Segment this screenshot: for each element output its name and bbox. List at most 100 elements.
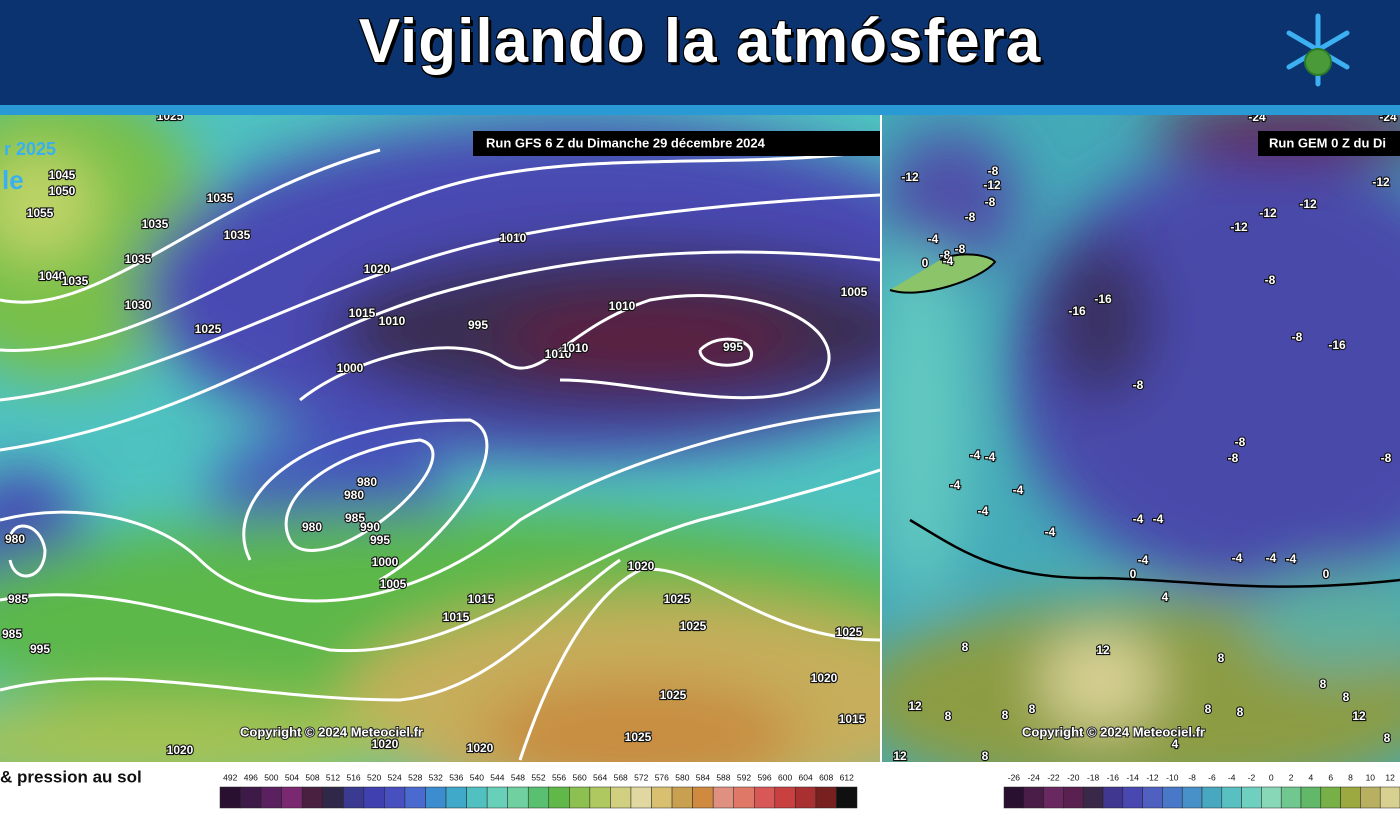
isobar-label: 1020 — [167, 743, 194, 757]
isobar-label: 1050 — [49, 184, 76, 198]
colorbar-swatch — [610, 786, 632, 809]
colorbar-tick-label: 520 — [367, 772, 381, 782]
colorbar-tick-label: 612 — [840, 772, 854, 782]
colorbar-swatch — [1221, 786, 1242, 809]
gfs-map: Run GFS 6 Z du Dimanche 29 décembre 2024… — [0, 109, 880, 762]
isobar-label: 985 — [2, 627, 22, 641]
colorbar-swatch — [836, 786, 858, 809]
temperature-label: 8 — [945, 709, 952, 723]
colorbar-swatch — [240, 786, 262, 809]
colorbar-tick-label: 12 — [1385, 772, 1395, 782]
partial-label: le — [2, 165, 24, 195]
colorbar-tick-label: -14 — [1127, 772, 1140, 782]
temperature-label: -4 — [978, 504, 989, 518]
colorbar-swatch — [815, 786, 837, 809]
colorbar-tick-label: 548 — [511, 772, 525, 782]
colorbar-swatch — [712, 786, 734, 809]
colorbar-swatch — [1320, 786, 1341, 809]
colorbar-tick-label: 500 — [264, 772, 278, 782]
isobar-label: 1025 — [664, 592, 691, 606]
colorbar-tick-label: 540 — [470, 772, 484, 782]
isobar-label: 1015 — [839, 712, 866, 726]
copyright: Copyright © 2024 Meteociel.fr — [1022, 724, 1205, 739]
colorbar-swatch — [1360, 786, 1381, 809]
isobar-label: 980 — [344, 488, 364, 502]
isobar-label: 985 — [345, 511, 365, 525]
temperature-label: 8 — [1029, 702, 1036, 716]
temperature-label: -16 — [1094, 292, 1112, 306]
colorbar-tick-label: 524 — [388, 772, 402, 782]
colorbar-tick-label: 512 — [326, 772, 340, 782]
colorbar-swatch — [301, 786, 323, 809]
temperature-label: -8 — [1292, 330, 1303, 344]
temperature-label: -4 — [1232, 551, 1243, 565]
colorbar-swatch — [322, 786, 344, 809]
isobar-label: 995 — [30, 642, 50, 656]
colorbar-tick-label: 588 — [716, 772, 730, 782]
colorbar-swatch — [363, 786, 385, 809]
temperature-label: -12 — [983, 178, 1001, 192]
isobar-label: 980 — [302, 520, 322, 534]
temperature-label: -12 — [1230, 220, 1248, 234]
colorbar-swatch — [1122, 786, 1143, 809]
isobar-label: 1020 — [467, 741, 494, 755]
site-title: Vigilando la atmósfera — [358, 7, 1042, 76]
temperature-label: 8 — [1384, 731, 1391, 745]
header-stripe — [0, 105, 1400, 115]
isobar-label: 1025 — [680, 619, 707, 633]
temperature-label: -12 — [1299, 197, 1317, 211]
colorbar-tick-label: 604 — [799, 772, 813, 782]
isobar-label: 1010 — [562, 341, 589, 355]
isobar-label: 1005 — [841, 285, 868, 299]
temperature-label: -8 — [1381, 451, 1392, 465]
isobars — [0, 148, 880, 761]
colorbar-tick-label: -4 — [1228, 772, 1236, 782]
colorbar-swatch — [507, 786, 529, 809]
isobar-label: 985 — [8, 592, 28, 606]
temperature-label: -4 — [928, 232, 939, 246]
isobar-label: 990 — [360, 520, 380, 534]
isobar-label: 1025 — [157, 109, 184, 123]
isobar-label: 980 — [357, 475, 377, 489]
gem-map: Run GEM 0 Z du Di -24 -24-12 -8-12-8-8-4-8… — [882, 115, 1400, 763]
temperature-label: -8 — [940, 248, 951, 262]
colorbar-tick-label: -22 — [1047, 772, 1060, 782]
colorbar: 492 496 500 504 508 512 516 520 524 528 532 536 540 5… — [219, 772, 858, 809]
colorbar-swatch — [343, 786, 365, 809]
colorbar-tick-label: 552 — [531, 772, 545, 782]
colorbar-swatch — [425, 786, 447, 809]
temperature-label: -4 — [1153, 512, 1164, 526]
temperature-label: -4 — [1286, 552, 1297, 566]
temperature-label: -4 — [950, 478, 961, 492]
colorbar-swatch — [774, 786, 796, 809]
colorbar-swatch — [1082, 786, 1104, 809]
colorbar-tick-label: 584 — [696, 772, 710, 782]
temperature-label: -16 — [1068, 304, 1086, 318]
temperature-label: -8 — [955, 242, 966, 256]
colorbar-tick-label: 600 — [778, 772, 792, 782]
temperature-label: 12 — [908, 699, 922, 713]
temperature-label: 8 — [1218, 651, 1225, 665]
isobar-label: 1025 — [625, 730, 652, 744]
colorbar-tick-label: 0 — [1269, 772, 1274, 782]
colorbar-tick-label: 544 — [490, 772, 504, 782]
colorbar-tick-label: 580 — [675, 772, 689, 782]
temperature-label: 8 — [1343, 690, 1350, 704]
colorbar-swatch — [1142, 786, 1163, 809]
colorbar-swatch — [1003, 786, 1025, 809]
isobar-label: 1035 — [125, 252, 152, 266]
colorbar-tick-label: 2 — [1289, 772, 1294, 782]
colorbar-swatch — [384, 786, 406, 809]
temperature-label: -4 — [1133, 512, 1144, 526]
isobar-label: 995 — [468, 318, 488, 332]
colorbar-tick-label: 496 — [244, 772, 258, 782]
colorbar-swatch — [1023, 786, 1044, 809]
colorbar-tick-label: 560 — [573, 772, 587, 782]
temperature-label: -4 — [1045, 525, 1056, 539]
colorbar-tick-label: -2 — [1248, 772, 1256, 782]
temperature-label: 8 — [982, 749, 989, 763]
colorbar-tick-label: 532 — [429, 772, 443, 782]
isobar-label: 1010 — [545, 347, 572, 361]
isobar-label: 995 — [723, 340, 743, 354]
colorbar-swatch — [1181, 786, 1203, 809]
